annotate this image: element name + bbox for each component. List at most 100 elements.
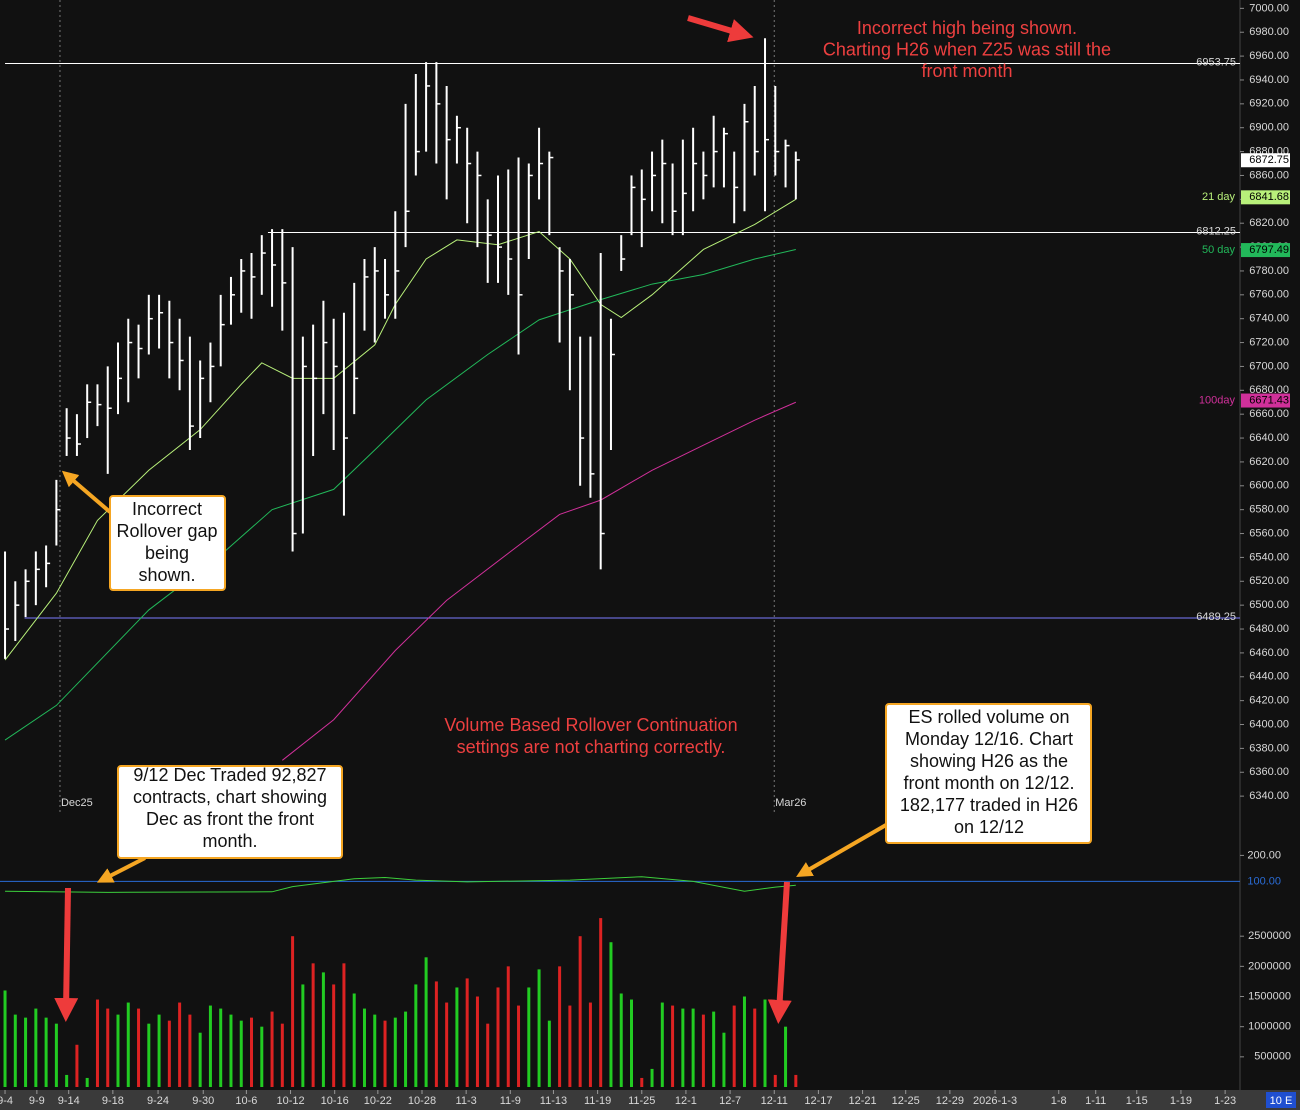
- callout-box: [117, 765, 343, 859]
- arrow: [767, 881, 792, 1024]
- volume-bar: [13, 1014, 17, 1087]
- volume-bar: [588, 1002, 592, 1087]
- y-tick-label: 6520.00: [1249, 575, 1289, 587]
- volume-bar: [722, 1032, 726, 1087]
- volume-bar: [506, 966, 510, 1087]
- arrow: [96, 856, 146, 883]
- volume-bar: [671, 1005, 675, 1087]
- indicator-line: [5, 876, 796, 893]
- callout-text: contracts, chart showing: [133, 787, 327, 807]
- ma-last-box: [1241, 243, 1290, 258]
- y-tick-label: 6420.00: [1249, 695, 1289, 707]
- volume-bar: [681, 1008, 685, 1087]
- ma-name: 21 day: [1202, 191, 1236, 203]
- y-tick-label: 6700.00: [1249, 360, 1289, 372]
- volume-bar: [362, 1008, 366, 1087]
- x-tick-label: 11-9: [500, 1095, 521, 1107]
- x-tick-label: 11-19: [584, 1095, 611, 1107]
- callout-text: showing H26 as the: [910, 751, 1068, 771]
- y-tick-label: 6460.00: [1249, 647, 1289, 659]
- annotations: Incorrect high being shown.Charting H26 …: [109, 18, 1111, 859]
- volume-bar: [445, 1002, 449, 1087]
- volume-bar: [147, 1023, 151, 1087]
- callout-box: [109, 495, 226, 591]
- x-tick-label: 1-8: [1051, 1095, 1067, 1107]
- y-tick-label: 6760.00: [1249, 289, 1289, 301]
- y-tick-label: 6600.00: [1249, 480, 1289, 492]
- x-tick-label: 1-11: [1085, 1095, 1106, 1107]
- x-tick-label: 1-23: [1214, 1095, 1236, 1107]
- date-axis-strip: [0, 1090, 1300, 1110]
- volume-tick-label: 1000000: [1248, 1021, 1291, 1033]
- x-tick-label: 12-21: [849, 1095, 877, 1107]
- volume-bar: [342, 963, 346, 1087]
- volume-bar: [260, 1026, 264, 1087]
- x-tick-label: 11-25: [628, 1095, 655, 1107]
- x-tick-label: 12-1: [675, 1095, 697, 1107]
- x-tick-label: 12-17: [804, 1095, 832, 1107]
- volume-bar: [383, 1020, 387, 1087]
- y-tick-label: 6500.00: [1249, 599, 1289, 611]
- x-tick-label: 10-22: [364, 1095, 392, 1107]
- volume-bar: [167, 1020, 171, 1087]
- ma-last-value: 6671.43: [1249, 394, 1289, 406]
- volume-bar: [301, 984, 305, 1087]
- y-tick-label: 6960.00: [1249, 50, 1289, 62]
- callout-text: month.: [202, 831, 257, 851]
- volume-bar: [34, 1008, 38, 1087]
- corner-label: 10 E: [1270, 1095, 1293, 1107]
- y-tick-label: 6900.00: [1249, 122, 1289, 134]
- volume-bar: [434, 981, 438, 1087]
- volume-bar: [486, 1023, 490, 1087]
- x-tick-label: 11-13: [540, 1095, 567, 1107]
- volume-bar: [75, 1044, 79, 1087]
- y-tick-label: 6620.00: [1249, 456, 1289, 468]
- volume-bar: [630, 999, 634, 1087]
- indicator-tick-label: 200.00: [1247, 849, 1281, 861]
- volume-bar: [198, 1032, 202, 1087]
- y-tick-label: 6400.00: [1249, 718, 1289, 730]
- volume-bar: [517, 1005, 521, 1087]
- ma-last-value: 6797.49: [1249, 244, 1289, 256]
- y-tick-label: 6980.00: [1249, 26, 1289, 38]
- last-price-box: [1241, 153, 1290, 168]
- volume-bar: [373, 1014, 377, 1087]
- x-tick-label: 9-14: [58, 1095, 80, 1107]
- volume-bar: [763, 999, 767, 1087]
- volume-bar: [65, 1074, 69, 1087]
- y-tick-label: 6480.00: [1249, 623, 1289, 635]
- callout-text: 182,177 traded in H26: [900, 795, 1078, 815]
- callout-box: [885, 703, 1092, 844]
- x-tick-label: 9-30: [192, 1095, 214, 1107]
- note-text: settings are not charting correctly.: [457, 737, 726, 757]
- indicator-tick-label: 100.00: [1247, 875, 1281, 887]
- volume-bar: [558, 966, 562, 1087]
- level-label: 6812.25: [1196, 225, 1236, 237]
- x-tick-label: 10-12: [276, 1095, 304, 1107]
- y-tick-label: 6560.00: [1249, 527, 1289, 539]
- y-tick-label: 6380.00: [1249, 742, 1289, 754]
- volume-bar: [784, 1026, 788, 1087]
- volume-tick-label: 500000: [1254, 1051, 1291, 1063]
- volume-bar: [85, 1077, 89, 1087]
- callout-text: Monday 12/16. Chart: [905, 729, 1073, 749]
- x-tick-label: 9-4: [0, 1095, 13, 1107]
- volume-tick-label: 2000000: [1248, 960, 1291, 972]
- arrow: [61, 470, 112, 514]
- volume-bar: [701, 1014, 705, 1087]
- volume-bar: [188, 1014, 192, 1087]
- volume-bar: [794, 1074, 798, 1087]
- x-tick-label: 11-3: [456, 1095, 477, 1107]
- volume-bar: [424, 957, 428, 1087]
- x-tick-label: 2026-1-3: [973, 1095, 1017, 1107]
- ma-last-box: [1241, 190, 1290, 205]
- contract-label: Dec25: [61, 797, 93, 809]
- volume-tick-label: 2500000: [1248, 930, 1291, 942]
- volume-bar: [291, 936, 295, 1087]
- volume-bar: [609, 942, 613, 1087]
- volume-bar: [578, 936, 582, 1087]
- callout-text: Rollover gap: [116, 521, 217, 541]
- y-tick-label: 6720.00: [1249, 336, 1289, 348]
- volume-bar: [619, 993, 623, 1087]
